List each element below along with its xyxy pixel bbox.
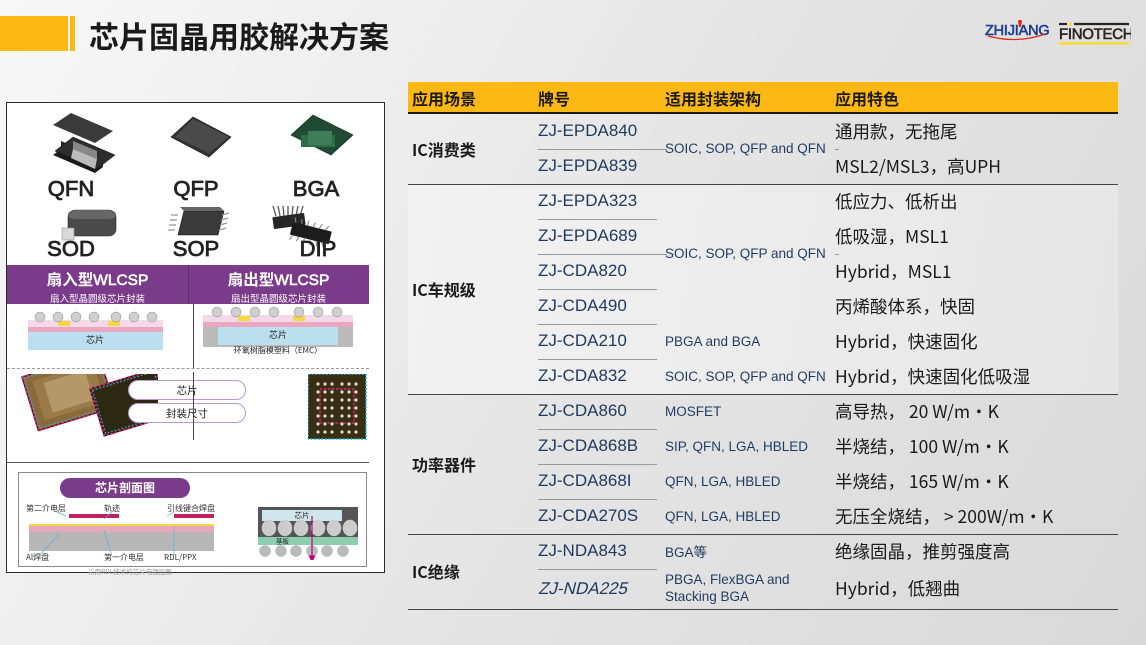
svg-text:引线键合焊盘: 引线键合焊盘 [167, 503, 215, 514]
svg-text:基板: 基板 [276, 536, 290, 546]
svg-text:DIP: DIP [300, 236, 337, 261]
svg-text:SOP: SOP [173, 236, 219, 261]
svg-text:芯片: 芯片 [295, 510, 310, 521]
svg-text:QFN: QFN [48, 176, 94, 201]
svg-text:第一介电层: 第一介电层 [104, 552, 144, 563]
svg-text:环氧树脂模塑料（EMC）: 环氧树脂模塑料（EMC） [234, 345, 322, 356]
svg-text:SOD: SOD [47, 236, 95, 261]
svg-text:FINOTECH: FINOTECH [1059, 26, 1131, 43]
svg-text:ZHIJIANG: ZHIJIANG [985, 23, 1049, 39]
svg-text:第二介电层: 第二介电层 [26, 503, 66, 514]
svg-text:RDL/PPX: RDL/PPX [164, 552, 197, 563]
svg-text:芯片: 芯片 [269, 328, 287, 341]
svg-text:QFP: QFP [173, 176, 218, 201]
svg-text:Al焊盘: Al焊盘 [26, 552, 49, 563]
svg-text:BGA: BGA [293, 176, 341, 201]
svg-text:芯片: 芯片 [86, 333, 104, 346]
